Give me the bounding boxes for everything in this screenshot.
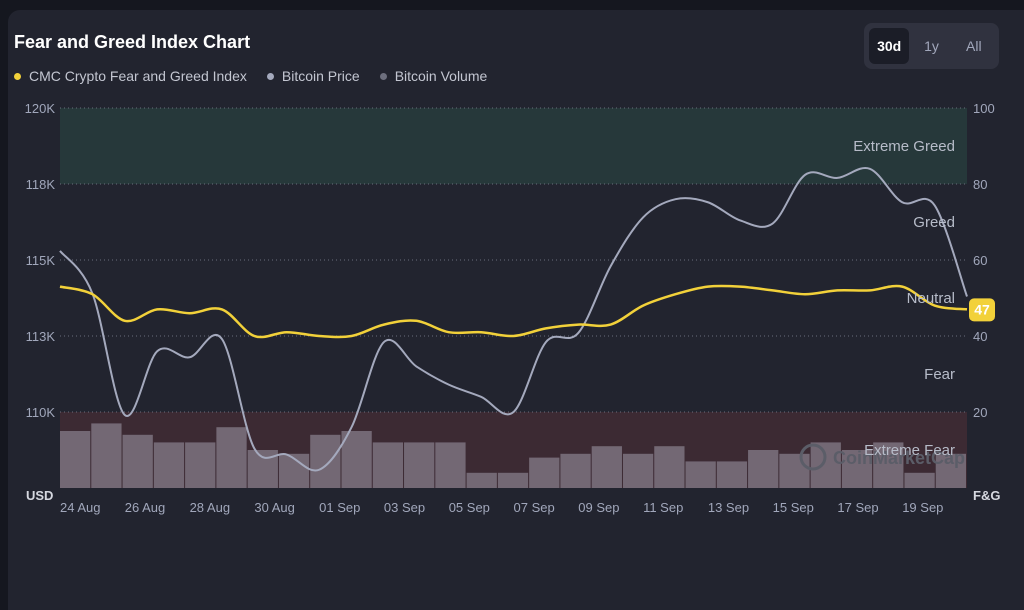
right-axis-tick-label: 40 [973,329,987,344]
volume-bar [716,461,748,488]
volume-bar [122,434,153,488]
legend-label-fear-greed: CMC Crypto Fear and Greed Index [29,68,247,84]
volume-bar [935,453,966,488]
x-axis-ticks: 24 Aug 26 Aug 28 Aug 30 Aug 01 Sep 03 Sep 05 S… [60,500,943,515]
legend-dot-bitcoin-price [266,72,274,80]
legend-item-fear-greed[interactable]: CMC Crypto Fear and Greed Index [14,68,247,84]
volume-bar [810,442,841,488]
legend-item-bitcoin-price[interactable]: Bitcoin Price [266,68,360,84]
volume-bar [185,442,216,488]
x-axis-tick-label: 01 Sep [319,500,360,515]
watermark-text: CoinMarketCap [833,448,965,468]
x-axis-tick-label: 09 Sep [578,500,619,515]
fear-greed-index-line [59,284,968,339]
x-axis-tick-label: 07 Sep [514,500,555,515]
watermark: CoinMarketCap [799,443,965,471]
lines-layer [59,166,968,472]
legend-label-bitcoin-price: Bitcoin Price [281,68,360,84]
zone-extreme-greed [60,108,967,184]
right-axis-tick-label: 100 [973,101,995,116]
x-axis-tick-label: 15 Sep [773,500,814,515]
volume-bar [372,442,404,488]
zone-label: Neutral [907,290,955,307]
volume-bar [529,457,560,488]
volume-bar [310,434,341,488]
x-axis-tick-label: 17 Sep [837,500,878,515]
zone-label: Extreme Fear [864,442,955,459]
current-value-badge-text: 47 [974,301,990,317]
volume-bars [60,423,966,488]
zone-label: Fear [924,366,955,383]
chart-title: Fear and Greed Index Chart [14,32,251,52]
volume-bar [591,446,622,488]
current-value-badge-bg [969,298,995,322]
legend-dot-bitcoin-volume [379,72,387,80]
volume-bar [748,450,779,488]
x-axis-tick-label: 05 Sep [449,500,490,515]
volume-bar [153,442,185,488]
right-axis-tick-label: 60 [973,253,987,268]
x-axis-tick-label: 28 Aug [190,500,231,515]
left-axis-ticks: 120K 118K 115K 113K 110K [25,101,56,420]
legend-item-bitcoin-volume[interactable]: Bitcoin Volume [379,68,488,84]
x-axis-tick-label: 26 Aug [125,500,165,515]
zone-label: Greed [913,214,955,231]
legend-label-bitcoin-volume: Bitcoin Volume [394,68,488,84]
x-axis-tick-label: 24 Aug [60,500,101,515]
left-axis-tick-label: 118K [26,177,56,192]
volume-bar [341,431,372,488]
volume-bar [404,442,435,488]
x-axis-tick-label: 30 Aug [254,500,295,515]
volume-bar [91,423,122,488]
right-axis-tick-label: 20 [973,405,987,420]
volume-bar [841,450,873,488]
volume-bar [216,427,247,488]
right-axis-unit: F&G [973,488,1000,503]
right-axis-tick-label: 80 [973,177,987,192]
volume-bar [60,431,91,488]
right-axis-ticks: 100 80 60 40 20 [973,101,995,420]
zone-label: Extreme Greed [853,138,955,155]
volume-bar [466,472,497,488]
x-axis-tick-label: 19 Sep [902,500,943,515]
chart-legend: CMC Crypto Fear and Greed Index Bitcoin … [14,68,487,84]
x-axis-tick-label: 11 Sep [643,500,683,515]
range-button-1y[interactable]: 1y [911,28,951,64]
coinmarketcap-logo-icon [799,443,827,471]
left-axis-tick-label: 115K [26,253,56,268]
left-axis-tick-label: 120K [25,101,56,116]
volume-bar [873,442,904,488]
zone-labels: Extreme Greed Greed Neutral Fear Extreme Fea… [853,138,955,459]
left-axis-tick-label: 113K [26,329,56,344]
volume-bar [622,453,654,488]
volume-bar [435,442,466,488]
x-axis-tick-label: 03 Sep [384,500,425,515]
range-toggle: 30d 1y All [864,23,999,69]
zones-layer [60,108,967,488]
volume-bar [654,446,685,488]
left-axis-unit: USD [26,488,53,503]
range-button-all[interactable]: All [954,28,994,64]
volume-bar [685,461,716,488]
left-axis-tick-label: 110K [26,405,56,420]
volume-bar [497,472,529,488]
volume-bar [904,472,935,488]
x-axis-tick-label: 13 Sep [708,500,749,515]
legend-dot-fear-greed [14,72,21,80]
range-button-30d[interactable]: 30d [869,28,910,64]
volume-bar [779,453,810,488]
bitcoin-price-line [59,166,968,472]
current-value-badge: 47 [969,298,995,322]
volume-bar [560,453,591,488]
